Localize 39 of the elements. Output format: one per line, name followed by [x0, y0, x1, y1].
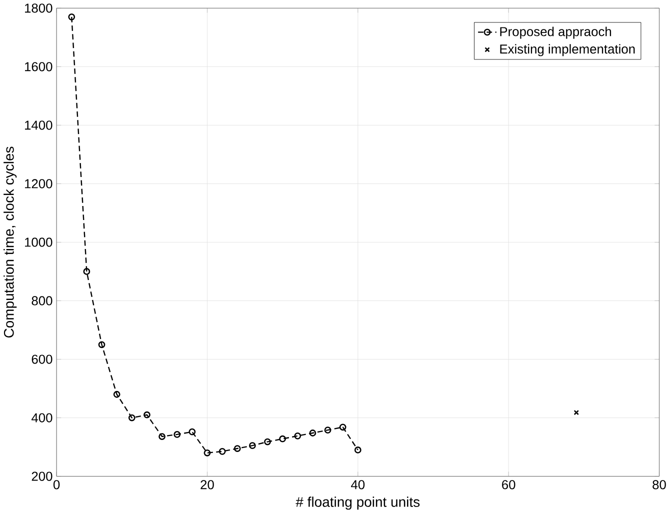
point	[113, 390, 120, 398]
y-tick-label: 200	[32, 472, 52, 481]
x-tick-label: 20	[200, 480, 214, 490]
point	[128, 414, 136, 422]
point	[234, 444, 241, 452]
legend-label: Proposed appraoch	[500, 26, 612, 39]
point	[279, 435, 286, 442]
y-tick-label: 800	[32, 296, 52, 306]
point	[188, 428, 196, 436]
point	[158, 432, 166, 440]
y-tick-label: 1600	[25, 62, 52, 72]
x-tick-label: 0	[53, 480, 60, 490]
y-tick-label: 400	[32, 413, 52, 422]
x-axis-title: # floating point units	[296, 496, 420, 510]
point	[324, 426, 332, 434]
x-tick-label: 80	[652, 480, 666, 490]
point	[574, 410, 579, 416]
y-tick-label: 1400	[25, 120, 52, 130]
point	[218, 448, 226, 455]
y-tick-label: 1000	[25, 238, 52, 247]
point	[264, 438, 271, 446]
point	[174, 430, 181, 438]
legend-label: Existing implementation	[500, 44, 635, 56]
point	[294, 432, 302, 440]
point	[339, 424, 346, 430]
point	[309, 429, 316, 436]
point	[204, 449, 211, 456]
point	[98, 341, 106, 348]
point	[144, 411, 150, 418]
x-tick-label: 60	[502, 480, 516, 490]
x-tick-label: 40	[351, 480, 365, 490]
y-axis-title: Computation time, clock cycles	[4, 146, 17, 338]
y-tick-label: 1200	[25, 179, 52, 188]
y-tick-label: 1800	[25, 3, 52, 13]
y-tick-label: 600	[32, 354, 52, 364]
point	[354, 446, 362, 454]
point	[83, 268, 90, 275]
point	[248, 442, 256, 449]
point	[68, 13, 76, 20]
